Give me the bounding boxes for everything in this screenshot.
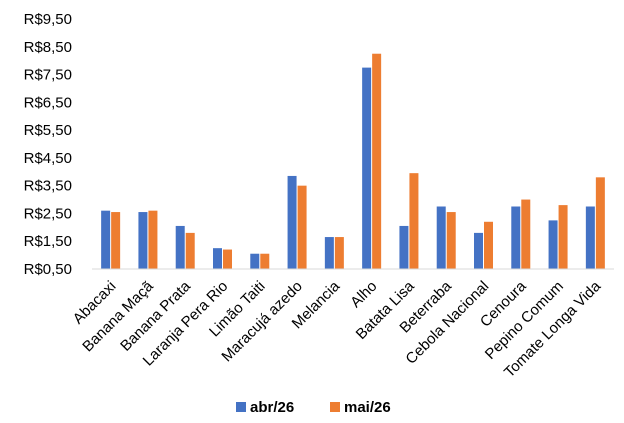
- legend: abr/26 mai/26: [236, 399, 391, 416]
- y-tick-label: R$8,50: [24, 39, 72, 56]
- bar-mai: [595, 177, 605, 269]
- y-tick-label: R$9,50: [24, 11, 72, 28]
- bar-abr: [138, 212, 148, 269]
- bar-abr: [399, 225, 409, 269]
- y-tick-label: R$3,50: [24, 178, 72, 195]
- bar-mai: [223, 249, 232, 269]
- bar-abr: [213, 248, 222, 269]
- x-category-label: Alho: [347, 278, 380, 311]
- bar-abr: [585, 206, 595, 269]
- y-tick-label: R$7,50: [24, 67, 72, 84]
- bar-abr: [175, 225, 185, 269]
- bar-mai: [111, 212, 121, 269]
- bar-mai: [484, 221, 493, 269]
- bar-mai: [334, 237, 344, 269]
- y-tick-label: R$6,50: [24, 94, 72, 111]
- y-tick-label: R$5,50: [24, 122, 72, 139]
- bar-mai: [521, 199, 531, 269]
- bar-abr: [436, 206, 446, 269]
- bar-abr: [250, 253, 260, 269]
- bar-mai: [409, 173, 419, 269]
- legend-swatch-abr: [236, 402, 246, 412]
- bar-abr: [548, 220, 558, 269]
- bar-mai: [558, 205, 568, 269]
- bar-mai: [260, 253, 270, 269]
- legend-label-abr: abr/26: [250, 399, 294, 416]
- y-tick-label: R$1,50: [24, 233, 72, 250]
- bar-mai: [148, 210, 158, 269]
- bar-mai: [185, 232, 195, 269]
- bar-abr: [101, 210, 111, 269]
- bar-abr: [324, 237, 334, 269]
- bar-abr: [474, 232, 483, 269]
- bar-mai: [297, 185, 307, 269]
- y-axis: R$0,50 R$1,50 R$2,50 R$3,50 R$4,50 R$5,50 R$6,…: [24, 11, 72, 278]
- bar-mai: [372, 53, 382, 269]
- bar-mai: [446, 212, 456, 269]
- legend-swatch-mai: [330, 402, 340, 412]
- bar-abr: [287, 175, 297, 269]
- legend-label-mai: mai/26: [344, 399, 391, 416]
- y-tick-label: R$0,50: [24, 261, 72, 278]
- bar-abr: [362, 67, 372, 269]
- bars-group: [101, 53, 605, 269]
- bar-abr: [511, 206, 521, 269]
- y-tick-label: R$4,50: [24, 150, 72, 167]
- y-tick-label: R$2,50: [24, 205, 72, 222]
